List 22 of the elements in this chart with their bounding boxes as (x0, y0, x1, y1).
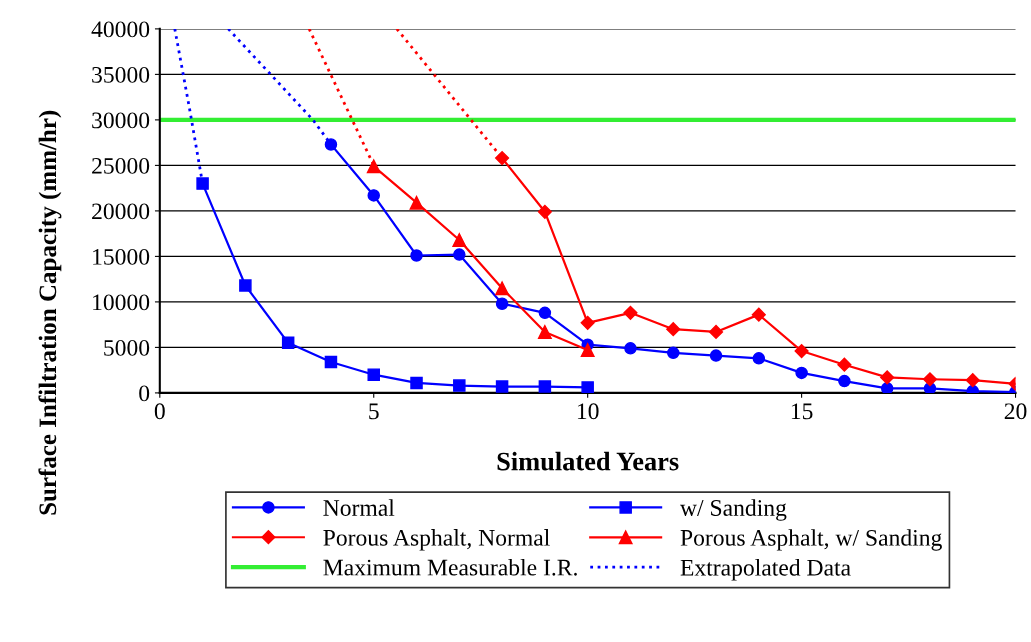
y-tick-label: 25000 (92, 157, 150, 174)
x-tick-label: 20 (1004, 403, 1027, 420)
y-axis-title: Surface Infiltration Capacity (mm/hr) (38, 110, 62, 515)
y-tick-label: 30000 (92, 112, 150, 129)
legend-label: Extrapolated Data (680, 559, 851, 581)
y-tick-label: 0 (139, 385, 150, 402)
y-tick-label: 5000 (104, 339, 150, 356)
legend-label: Maximum Measurable I.R. (323, 558, 577, 576)
x-axis-title: Simulated Years (497, 451, 679, 471)
y-tick-label: 40000 (91, 21, 150, 38)
legend-label: Porous Asphalt, w/ Sanding (680, 529, 942, 551)
x-tick-label: 5 (369, 403, 379, 420)
x-tick-label: 15 (791, 403, 813, 420)
legend-label: Porous Asphalt, Normal (323, 529, 550, 551)
y-tick-label: 20000 (92, 203, 150, 220)
legend-label: w/ Sanding (680, 499, 787, 521)
y-tick-label: 15000 (93, 248, 150, 265)
y-tick-label: 35000 (92, 66, 150, 83)
y-tick-label: 10000 (93, 294, 150, 311)
x-tick-label: 0 (154, 403, 165, 420)
x-tick-label: 10 (577, 403, 599, 420)
legend-label: Normal (323, 499, 395, 516)
